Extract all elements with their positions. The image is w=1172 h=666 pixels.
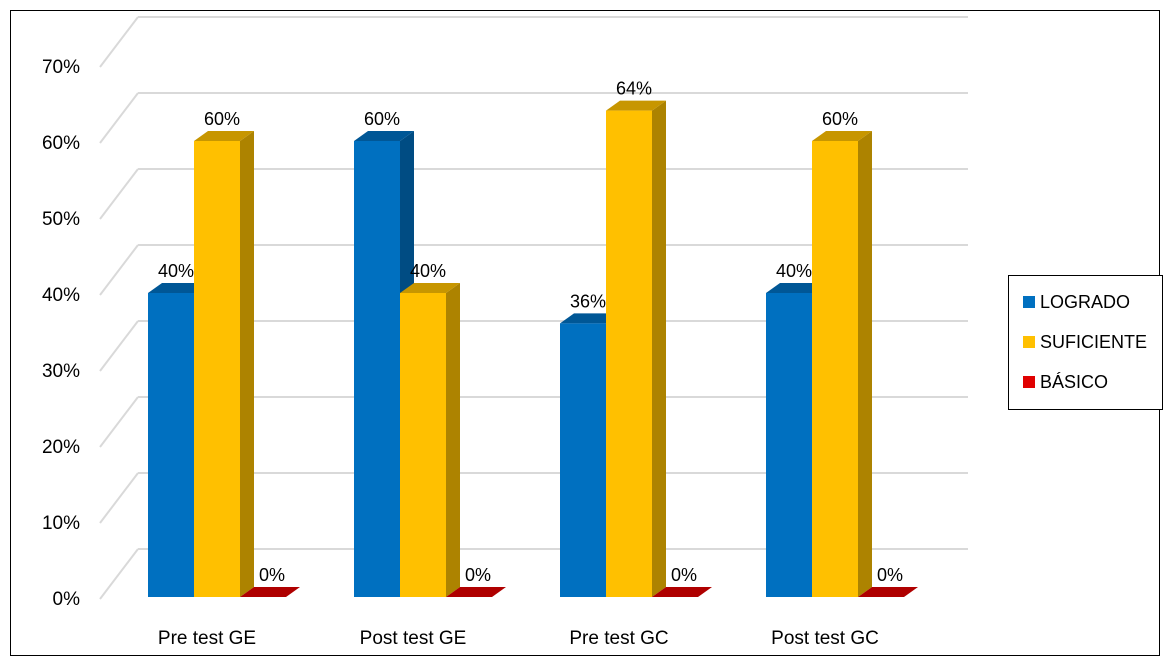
bar-suficiente-0: 60% (194, 109, 254, 597)
data-label: 60% (822, 109, 858, 129)
gridline-diagonal (99, 16, 139, 68)
legend-label-basico: BÁSICO (1040, 371, 1109, 392)
x-tick-label: Post test GC (771, 628, 879, 649)
x-tick-label: Pre test GE (158, 628, 256, 649)
legend: LOGRADO SUFICIENTE BÁSICO (1008, 275, 1163, 410)
bar-side (240, 131, 254, 597)
gridline-diagonal (99, 472, 139, 524)
gridline-diagonal (99, 396, 139, 448)
data-label: 64% (616, 79, 652, 99)
bar-front (812, 141, 858, 597)
data-label: 0% (465, 565, 491, 585)
bar-top (240, 587, 300, 597)
y-tick-label: 60% (42, 133, 80, 154)
data-label: 0% (259, 565, 285, 585)
bar-top (858, 587, 918, 597)
y-tick-label: 50% (42, 209, 80, 230)
bar-top (148, 283, 208, 293)
y-tick-label: 40% (42, 285, 80, 306)
y-tick-label: 20% (42, 437, 80, 458)
legend-swatch-suficiente (1023, 336, 1035, 348)
x-tick-label: Post test GE (360, 628, 467, 649)
data-label: 0% (877, 565, 903, 585)
bar-front (766, 293, 812, 597)
bar-básico-2: 0% (652, 565, 712, 597)
bars: 40% 60% 0% 60% 40% 0% 36% 64% 0% 40% 60% 0% (148, 79, 918, 597)
x-axis-labels: Pre test GE Post test GE Pre test GC Post t… (158, 628, 879, 649)
bar-básico-3: 0% (858, 565, 918, 597)
bar-front (400, 293, 446, 597)
bar-top (194, 131, 254, 141)
bar-top (354, 131, 414, 141)
bar-top (606, 100, 666, 111)
bar-top (652, 587, 712, 597)
bar-básico-1: 0% (446, 565, 506, 597)
gridline-diagonal (99, 320, 139, 372)
y-tick-label: 0% (53, 589, 81, 610)
bar-suficiente-2: 64% (606, 79, 666, 597)
data-label: 36% (570, 291, 606, 311)
gridline-diagonal (99, 548, 139, 600)
gridline-diagonal (99, 92, 139, 144)
legend-label-suficiente: SUFICIENTE (1040, 331, 1148, 352)
x-tick-label: Pre test GC (569, 628, 668, 649)
bar-side (446, 283, 460, 597)
bar-front (354, 141, 400, 597)
gridline-diagonal (99, 168, 139, 220)
data-label: 60% (364, 109, 400, 129)
bar-side (858, 131, 872, 597)
legend-swatch-basico (1023, 376, 1035, 388)
y-tick-label: 70% (42, 57, 80, 78)
bar-top (446, 587, 506, 597)
data-label: 60% (204, 109, 240, 129)
bar-front (560, 323, 606, 597)
bar-front (606, 110, 652, 597)
bar-básico-0: 0% (240, 565, 300, 597)
bar-top (400, 283, 460, 293)
y-tick-label: 10% (42, 513, 80, 534)
bar-suficiente-1: 40% (400, 261, 460, 597)
bar-top (766, 283, 826, 293)
legend-item-basico: BÁSICO (1023, 370, 1108, 394)
legend-swatch-logrado (1023, 296, 1035, 308)
bar-front (148, 293, 194, 597)
bar-top (812, 131, 872, 141)
data-label: 40% (158, 261, 194, 281)
bar-side (652, 100, 666, 597)
data-label: 40% (410, 261, 446, 281)
y-tick-label: 30% (42, 361, 80, 382)
gridline-diagonal (99, 244, 139, 296)
data-label: 40% (776, 261, 812, 281)
legend-item-suficiente: SUFICIENTE (1023, 330, 1147, 354)
bar-suficiente-3: 60% (812, 109, 872, 597)
legend-item-logrado: LOGRADO (1023, 290, 1130, 314)
legend-label-logrado: LOGRADO (1040, 291, 1131, 312)
bar-top (560, 313, 620, 324)
data-label: 0% (671, 565, 697, 585)
bar-front (194, 141, 240, 597)
